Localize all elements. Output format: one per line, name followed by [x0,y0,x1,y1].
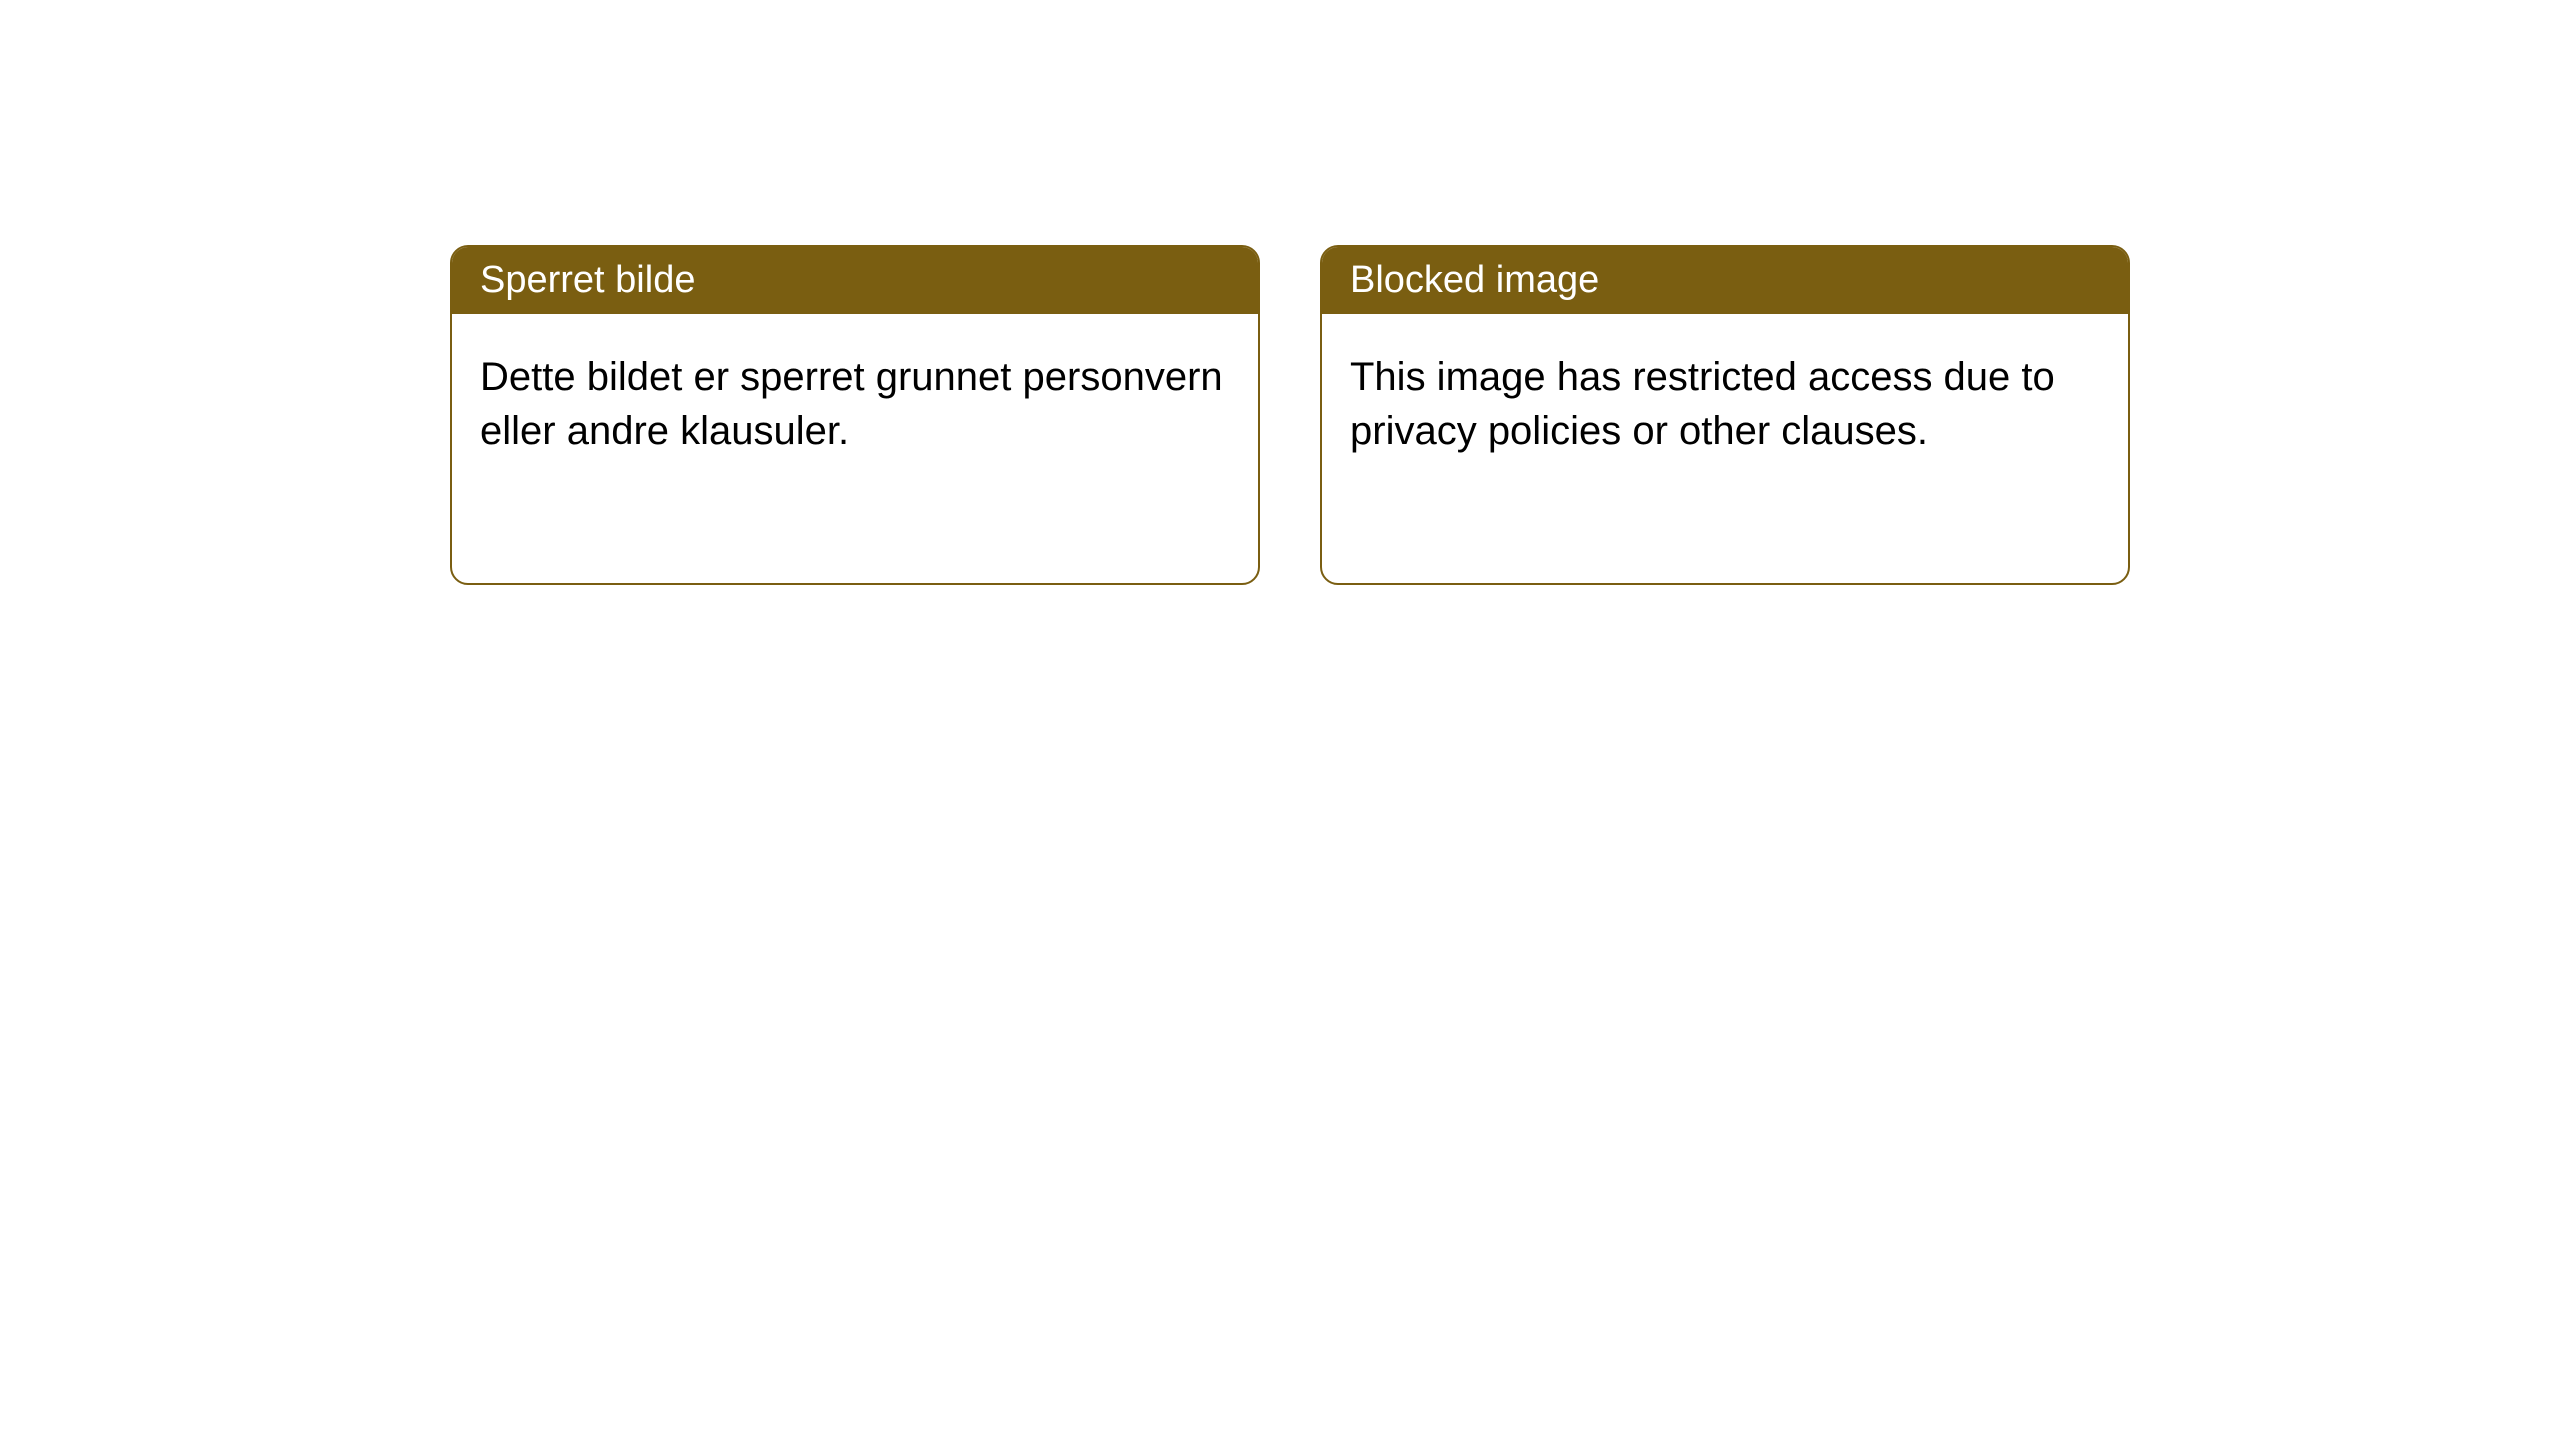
card-body-text: Dette bildet er sperret grunnet personve… [480,355,1223,453]
notice-card-norwegian: Sperret bilde Dette bildet er sperret gr… [450,245,1260,585]
card-body: Dette bildet er sperret grunnet personve… [452,314,1258,494]
card-title: Blocked image [1350,259,1599,301]
card-header: Sperret bilde [452,247,1258,314]
notice-card-english: Blocked image This image has restricted … [1320,245,2130,585]
card-header: Blocked image [1322,247,2128,314]
card-body-text: This image has restricted access due to … [1350,355,2055,453]
notice-container: Sperret bilde Dette bildet er sperret gr… [0,0,2560,585]
card-title: Sperret bilde [480,259,695,301]
card-body: This image has restricted access due to … [1322,314,2128,494]
